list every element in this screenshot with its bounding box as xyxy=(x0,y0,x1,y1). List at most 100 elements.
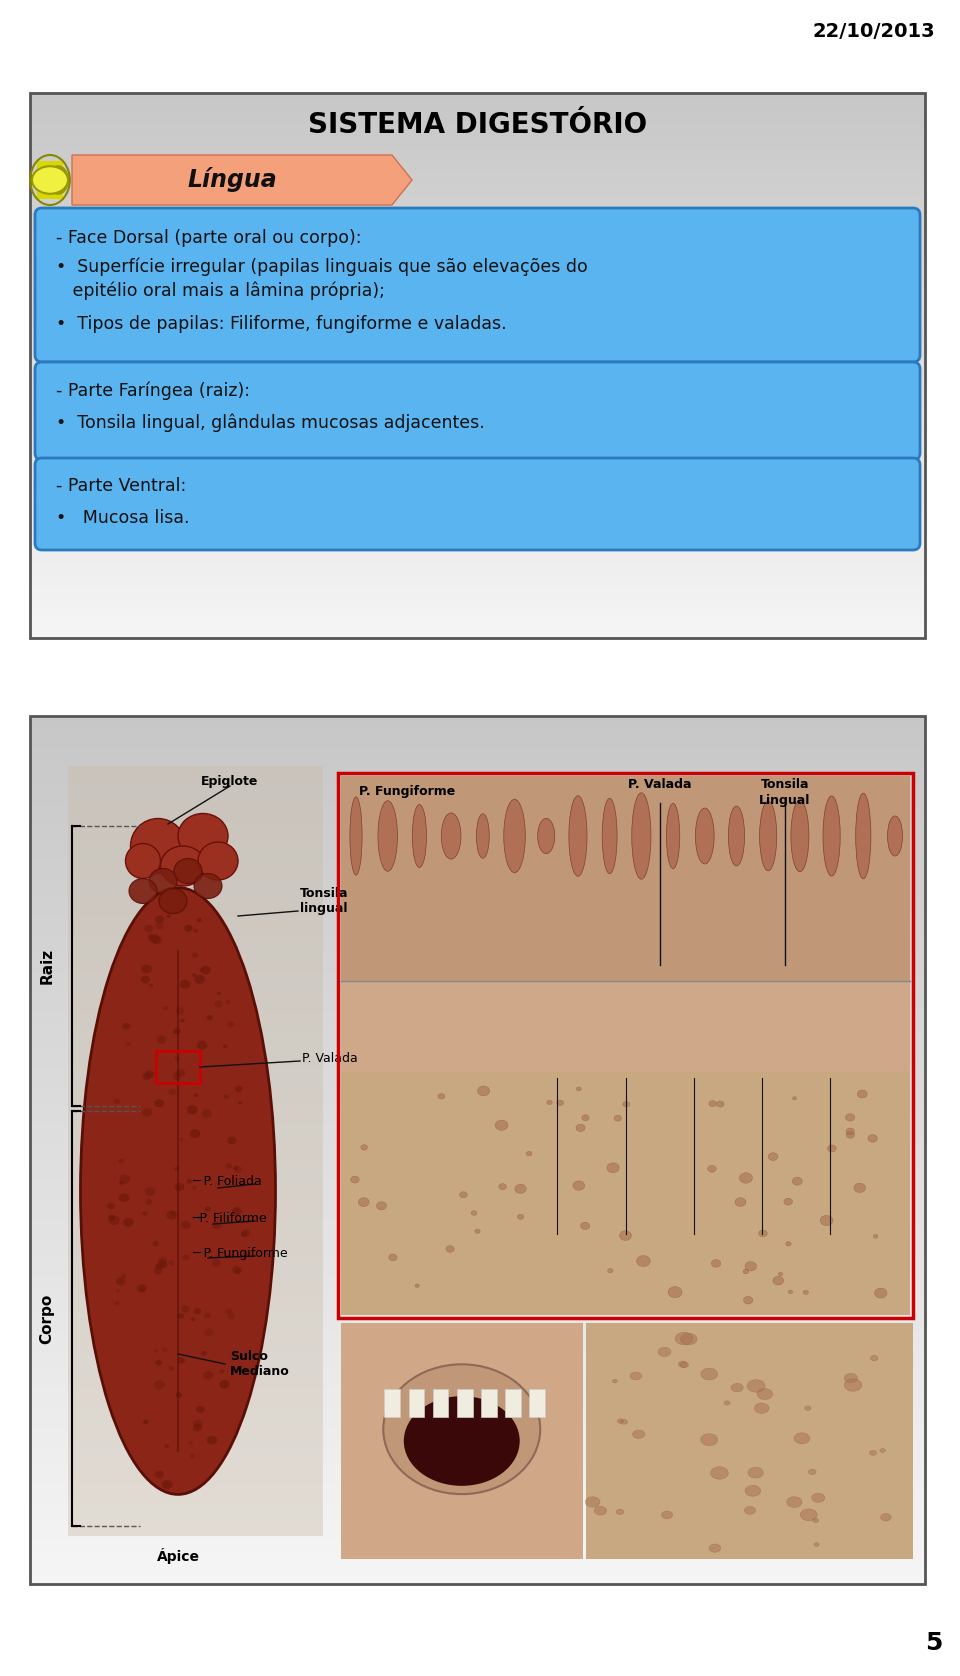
Ellipse shape xyxy=(168,1260,175,1265)
Ellipse shape xyxy=(143,1212,148,1215)
Text: ─ P. Foliada: ─ P. Foliada xyxy=(192,1175,262,1188)
Ellipse shape xyxy=(358,1198,370,1207)
Ellipse shape xyxy=(178,1358,185,1364)
Ellipse shape xyxy=(155,1470,164,1478)
Ellipse shape xyxy=(415,1284,420,1287)
Ellipse shape xyxy=(547,1099,552,1104)
Ellipse shape xyxy=(212,1222,222,1229)
Ellipse shape xyxy=(701,1433,718,1446)
Ellipse shape xyxy=(526,1151,532,1156)
Ellipse shape xyxy=(758,1230,767,1237)
Ellipse shape xyxy=(573,1182,585,1190)
Ellipse shape xyxy=(710,1466,729,1480)
Ellipse shape xyxy=(238,1101,242,1104)
Ellipse shape xyxy=(143,1073,152,1079)
Bar xyxy=(341,776,910,1316)
Ellipse shape xyxy=(194,1309,201,1314)
Ellipse shape xyxy=(757,1389,773,1399)
Ellipse shape xyxy=(846,1128,854,1135)
Text: •   Mucosa lisa.: • Mucosa lisa. xyxy=(56,510,189,526)
Ellipse shape xyxy=(243,1252,249,1257)
Ellipse shape xyxy=(711,1260,721,1267)
Ellipse shape xyxy=(81,888,276,1495)
Ellipse shape xyxy=(212,1259,221,1267)
Ellipse shape xyxy=(225,1309,231,1314)
Ellipse shape xyxy=(495,1120,508,1130)
Ellipse shape xyxy=(204,1329,214,1336)
Ellipse shape xyxy=(517,1215,524,1220)
Ellipse shape xyxy=(729,806,745,866)
Ellipse shape xyxy=(154,1379,165,1389)
Ellipse shape xyxy=(586,1497,600,1507)
Ellipse shape xyxy=(785,1242,791,1245)
Ellipse shape xyxy=(108,1215,119,1225)
Ellipse shape xyxy=(608,1269,613,1272)
Ellipse shape xyxy=(155,915,164,923)
Ellipse shape xyxy=(623,1101,630,1106)
Ellipse shape xyxy=(477,1086,490,1096)
Ellipse shape xyxy=(582,1115,589,1121)
Ellipse shape xyxy=(118,1158,124,1163)
Text: - Parte Ventral:: - Parte Ventral: xyxy=(56,478,186,494)
Ellipse shape xyxy=(233,1165,242,1173)
Ellipse shape xyxy=(791,799,809,872)
Ellipse shape xyxy=(681,1334,697,1344)
Ellipse shape xyxy=(184,925,193,932)
Ellipse shape xyxy=(180,1019,184,1022)
Ellipse shape xyxy=(620,1420,628,1425)
Ellipse shape xyxy=(616,1508,624,1515)
Ellipse shape xyxy=(187,1104,198,1115)
Ellipse shape xyxy=(170,1210,176,1215)
Bar xyxy=(586,1322,913,1559)
Ellipse shape xyxy=(175,1056,180,1061)
Ellipse shape xyxy=(197,1041,207,1049)
Ellipse shape xyxy=(504,799,525,873)
Ellipse shape xyxy=(695,808,714,863)
Ellipse shape xyxy=(154,939,158,944)
Ellipse shape xyxy=(743,1297,753,1304)
Text: P. Valada: P. Valada xyxy=(628,778,691,791)
Ellipse shape xyxy=(747,1379,765,1393)
Ellipse shape xyxy=(768,1153,778,1160)
Ellipse shape xyxy=(232,1207,242,1215)
Ellipse shape xyxy=(412,804,426,868)
Bar xyxy=(341,980,910,1116)
Ellipse shape xyxy=(617,1420,624,1423)
Ellipse shape xyxy=(194,873,222,898)
Bar xyxy=(529,1389,545,1418)
Ellipse shape xyxy=(190,1455,195,1458)
Ellipse shape xyxy=(880,1448,885,1453)
Ellipse shape xyxy=(180,980,190,989)
Ellipse shape xyxy=(182,1255,190,1260)
Ellipse shape xyxy=(759,801,777,872)
Ellipse shape xyxy=(581,1222,589,1230)
Ellipse shape xyxy=(152,935,162,944)
Bar xyxy=(338,773,913,1317)
Text: P. Valada: P. Valada xyxy=(302,1051,358,1064)
Ellipse shape xyxy=(607,1163,619,1173)
Ellipse shape xyxy=(812,1493,825,1502)
Ellipse shape xyxy=(675,1332,693,1344)
Text: Raiz: Raiz xyxy=(39,949,55,984)
Ellipse shape xyxy=(193,929,198,932)
Ellipse shape xyxy=(173,1073,181,1079)
Ellipse shape xyxy=(658,1348,671,1356)
Ellipse shape xyxy=(701,1368,718,1379)
Ellipse shape xyxy=(214,1001,223,1007)
Ellipse shape xyxy=(376,1202,387,1210)
Ellipse shape xyxy=(786,1497,802,1507)
Ellipse shape xyxy=(226,999,230,1004)
Ellipse shape xyxy=(173,1027,180,1034)
Ellipse shape xyxy=(383,1364,540,1493)
Ellipse shape xyxy=(154,1267,162,1274)
Ellipse shape xyxy=(121,1274,127,1279)
Ellipse shape xyxy=(217,992,221,996)
Bar xyxy=(341,1073,910,1316)
Ellipse shape xyxy=(206,1016,213,1021)
Ellipse shape xyxy=(724,1401,730,1404)
Bar xyxy=(341,1322,583,1559)
Ellipse shape xyxy=(107,1203,114,1210)
FancyBboxPatch shape xyxy=(35,362,920,459)
Ellipse shape xyxy=(228,1314,235,1319)
Ellipse shape xyxy=(201,965,211,974)
